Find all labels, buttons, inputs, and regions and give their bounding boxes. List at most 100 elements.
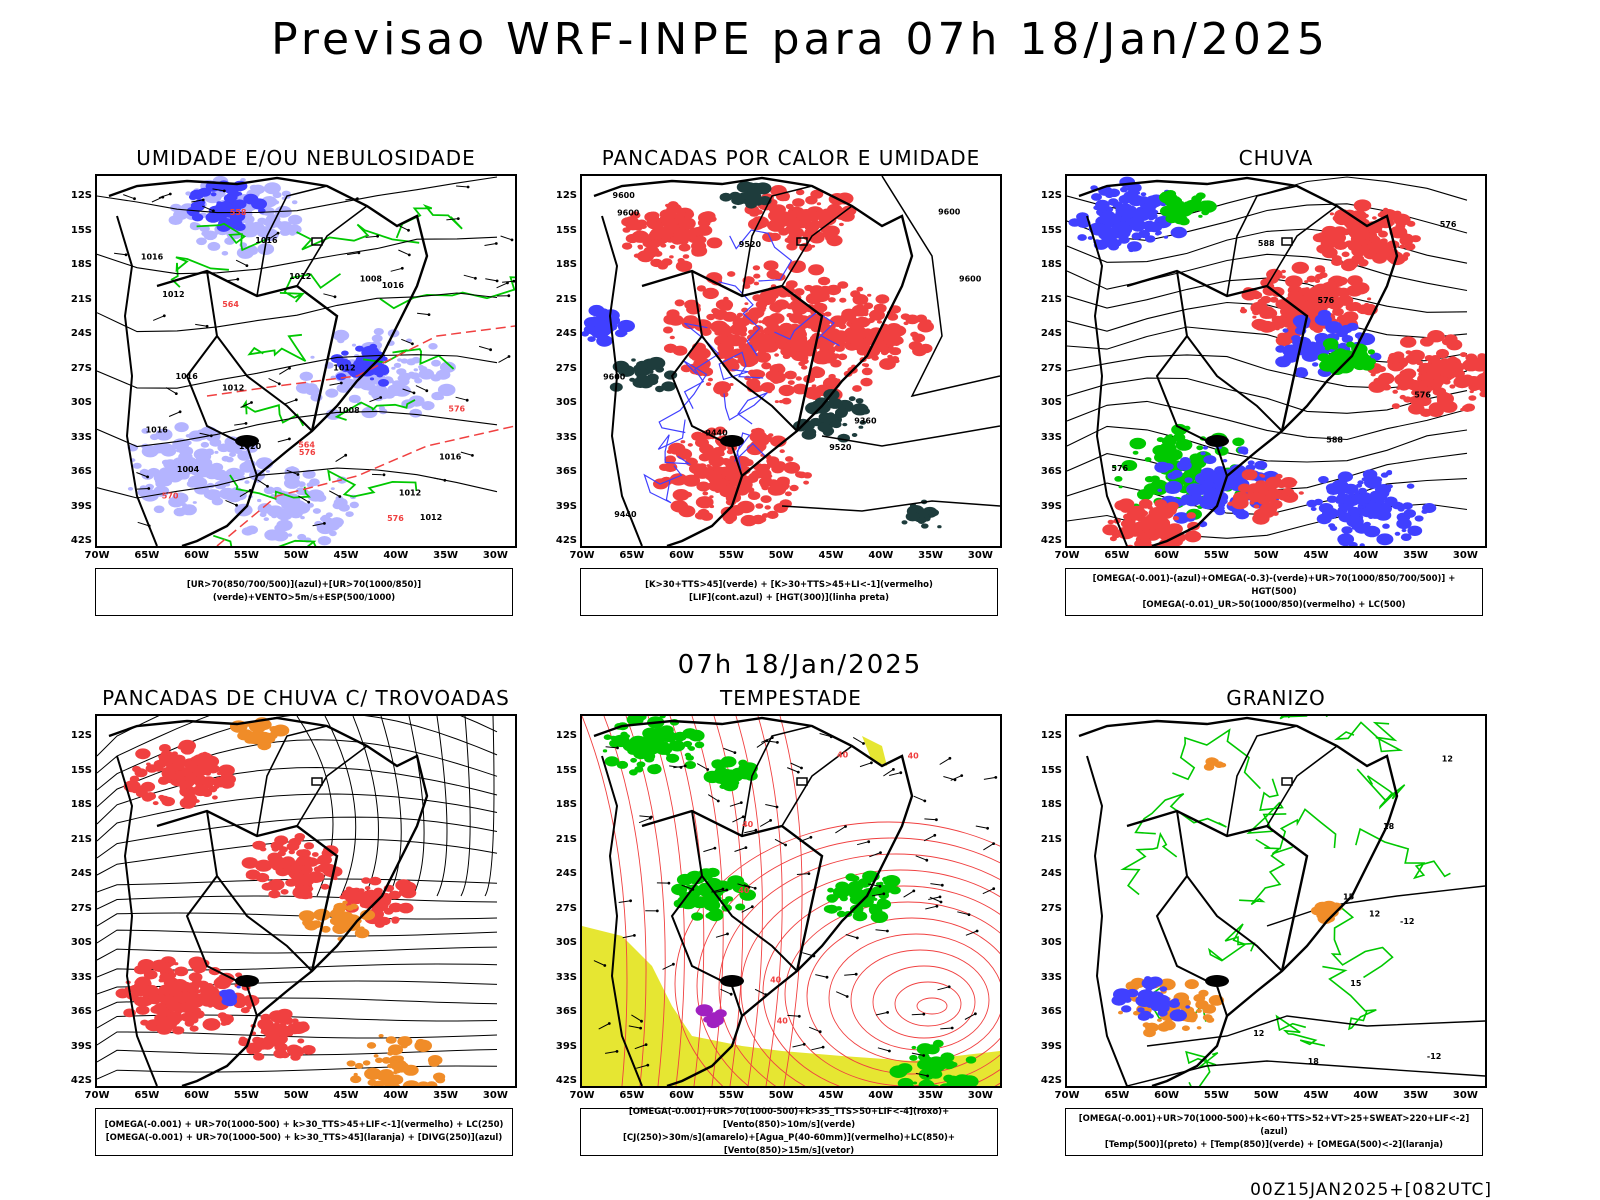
streamline-850 <box>718 853 1000 1086</box>
latitude-axis: 12S 15S 18S 21S 24S 27S 30S 33S 36S 39S 42S <box>48 714 92 1088</box>
contour-value-label: 576 <box>448 405 465 414</box>
legend-line: [OMEGA(-0.001) + UR>70(1000-500) + k>30_… <box>104 1120 504 1130</box>
country-border <box>1155 875 1228 1017</box>
country-border <box>641 809 824 972</box>
country-border <box>185 875 258 1017</box>
streamline-850 <box>828 933 1000 1063</box>
latitude-tick-label: 27S <box>1040 902 1062 914</box>
longitude-tick-label: 50W <box>768 550 794 561</box>
country-border <box>156 809 339 972</box>
longitude-axis: 70W 65W 60W 55W 50W 45W 40W 35W 30W <box>85 1090 517 1104</box>
contour-value-label: 9600 <box>959 274 982 283</box>
latitude-tick-label: 12S <box>70 730 92 741</box>
jet-stream-area <box>862 736 887 766</box>
longitude-tick-label: 50W <box>1253 1090 1279 1101</box>
latitude-tick-label: 30S <box>555 937 577 948</box>
map-canvas <box>97 716 498 1086</box>
latitude-tick-label: 24S <box>1040 328 1062 339</box>
convective-area <box>298 900 376 941</box>
map-canvas: 1012101610081016101610121004101210161012… <box>97 176 515 546</box>
longitude-tick-label: 65W <box>134 1090 160 1101</box>
panel-pancadas-trovoadas: PANCADAS DE CHUVA C/ TROVOADAS 12S 15S 18S 2… <box>0 686 517 1156</box>
instability-index-area <box>825 303 934 370</box>
forecast-map: 1012 1016 1008 1016 1016 1012 1004 1012 1016 1012… <box>95 174 517 548</box>
contour-value-label: 15 <box>1350 979 1362 988</box>
latitude-tick-label: 21S <box>70 833 92 845</box>
contour-line <box>97 292 498 333</box>
streamline <box>97 793 498 842</box>
low-level-humidity-contour <box>379 276 515 310</box>
run-info-footer: 00Z15JAN2025+[082UTC] <box>1250 1180 1492 1200</box>
latitude-tick-label: 18S <box>555 799 577 810</box>
latitude-tick-label: 15S <box>555 224 577 236</box>
longitude-tick-label: 55W <box>233 1090 259 1101</box>
longitude-tick-label: 60W <box>184 1090 210 1101</box>
latitude-tick-label: 18S <box>70 259 92 270</box>
latitude-tick-label: 24S <box>555 868 577 879</box>
streamline <box>97 946 498 961</box>
longitude-tick-label: 60W <box>669 1090 695 1101</box>
longitude-tick-label: 55W <box>718 1090 744 1101</box>
contour-value-label: 576 <box>1440 220 1457 229</box>
contour-value-label: 558 <box>230 208 247 217</box>
streamline-850 <box>740 869 1000 1086</box>
temp-850-contour <box>1239 846 1293 906</box>
latitude-tick-label: 21S <box>555 293 577 305</box>
latitude-tick-label: 18S <box>1040 259 1062 270</box>
latitude-tick-label: 27S <box>1040 362 1062 374</box>
temp-850-contour <box>1120 831 1178 896</box>
contour-value-label: 1008 <box>360 275 383 284</box>
andes-border <box>601 215 643 546</box>
main-title: Previsao WRF-INPE para 07h 18/Jan/2025 <box>271 14 1329 65</box>
latitude-tick-label: 24S <box>70 328 92 339</box>
coastline <box>593 176 914 546</box>
streamline-850 <box>916 997 948 1015</box>
severe-storm-area <box>695 1004 727 1029</box>
contour-value-label: 1012 <box>333 364 355 373</box>
contour-line <box>1067 377 1468 414</box>
latitude-tick-label: 15S <box>70 764 92 776</box>
lifted-index-contour <box>658 360 708 434</box>
longitude-tick-label: 30W <box>482 1090 508 1101</box>
longitude-tick-label: 70W <box>569 1090 595 1101</box>
forecast-map: 9600 9600 9600 9600 9600 9520 9520 9440 9440 9360 <box>580 174 1002 548</box>
temp-850-contour <box>1172 728 1261 790</box>
latitude-tick-label: 30S <box>1040 937 1062 948</box>
convective-area <box>229 717 290 751</box>
temp-850-contour <box>1322 965 1377 1031</box>
contour-line <box>97 467 498 499</box>
brasilia-marker <box>311 237 323 246</box>
k-tts-area <box>901 499 942 529</box>
low-level-jet-area <box>703 756 758 792</box>
latitude-tick-label: 15S <box>70 224 92 236</box>
longitude-tick-label: 45W <box>1303 550 1329 561</box>
state-border <box>781 205 853 287</box>
latitude-tick-label: 36S <box>1040 466 1062 477</box>
low-level-humidity-contour <box>229 474 311 501</box>
latitude-tick-label: 33S <box>70 971 92 983</box>
streamline <box>408 716 425 897</box>
map-canvas: 588 588 576 576 576 576 <box>1067 176 1485 546</box>
state-border <box>781 745 853 827</box>
longitude-tick-label: 30W <box>967 1090 993 1101</box>
latitude-tick-label: 42S <box>555 535 577 546</box>
temp-850-contour <box>1185 1050 1219 1086</box>
longitude-tick-label: 50W <box>1253 550 1279 561</box>
longitude-axis: 70W 65W 60W 55W 50W 45W 40W 35W 30W <box>85 550 517 564</box>
contour-value-label: 9440 <box>705 428 728 437</box>
latitude-tick-label: 33S <box>555 971 577 983</box>
longitude-tick-label: 35W <box>433 1090 459 1101</box>
lifted-index-contour <box>774 311 840 347</box>
low-level-humidity-contour <box>296 223 420 251</box>
latitude-tick-label: 12S <box>70 190 92 201</box>
panel-pancadas-calor: PANCADAS POR CALOR E UMIDADE 12S 15S 18S 21S… <box>485 146 1002 616</box>
instability-index-area <box>621 201 723 272</box>
temp-850-contour <box>1356 768 1406 810</box>
panel-umidade: UMIDADE E/OU NEBULOSIDADE 12S 15S 18S 21S 24S… <box>0 146 517 616</box>
andes-border <box>601 755 643 1086</box>
longitude-tick-label: 60W <box>669 550 695 561</box>
coastline <box>1078 176 1399 546</box>
legend-line: [LIF](cont.azul) + [HGT(300)](linha pret… <box>688 593 890 603</box>
panel-legend: [UR>70(850/700/500)](azul)+[UR>70(1000/8… <box>95 568 513 616</box>
omega-humidity-area <box>1102 498 1202 546</box>
